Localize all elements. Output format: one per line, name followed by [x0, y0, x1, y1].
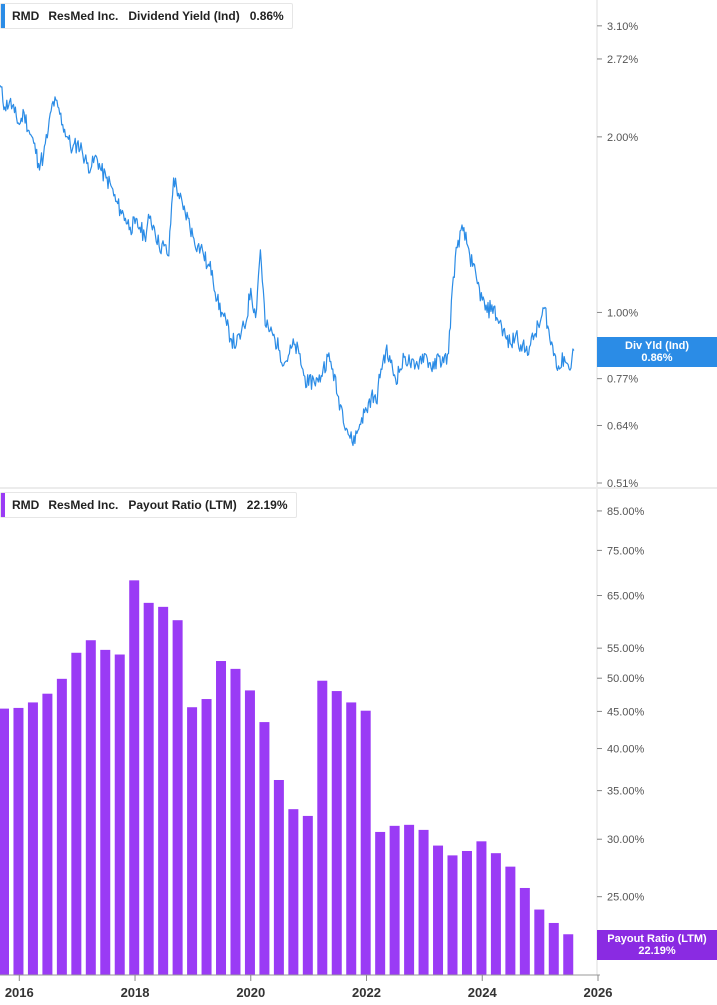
yield-legend-company: ResMed Inc.	[48, 9, 119, 23]
yield-legend-metric: Dividend Yield (Ind)	[128, 9, 240, 23]
payout-bar-2022-12	[418, 829, 429, 975]
payout-bar-2015-09	[0, 708, 9, 975]
payout-bar-2021-09	[346, 702, 357, 975]
bottom-panel: 85.00% 75.00% 65.00% 55.00% 50.00% 45.00% 40.0…	[0, 489, 645, 975]
payout-y-tick-label-3: 55.00%	[607, 643, 645, 655]
payout-badge-label: Payout Ratio (LTM)	[607, 933, 707, 945]
payout-bar-2024-12	[534, 909, 545, 975]
payout-bar-2024-06	[505, 866, 516, 975]
payout-bar-2023-09	[461, 850, 472, 975]
payout-y-tick-label-9: 25.00%	[607, 892, 645, 904]
yield-badge-label: Div Yld (Ind)	[625, 340, 689, 352]
payout-bar-2017-06	[100, 649, 111, 975]
payout-bar-2018-09	[172, 620, 183, 975]
yield-legend: RMD ResMed Inc. Dividend Yield (Ind) 0.8…	[0, 3, 293, 29]
payout-bar-2018-06	[158, 606, 169, 975]
payout-bar-2023-06	[447, 855, 458, 975]
payout-bar-2019-06	[216, 661, 227, 975]
payout-bar-2021-12	[360, 710, 371, 975]
payout-bar-2020-12	[302, 815, 313, 975]
yield-legend-value: 0.86%	[249, 9, 284, 23]
x-tick-label-2016: 2016	[5, 985, 34, 1000]
payout-bar-2023-03	[433, 845, 444, 975]
payout-bar-2022-06	[389, 825, 400, 975]
payout-bar-2022-03	[375, 831, 386, 975]
payout-bar-2023-12	[476, 841, 487, 975]
payout-y-tick-label-8: 30.00%	[607, 834, 645, 846]
yield-y-tick-label-1: 2.72%	[607, 54, 638, 66]
yield-legend-swatch	[1, 4, 5, 28]
yield-legend-ticker: RMD	[12, 9, 40, 23]
payout-bar-2019-12	[244, 690, 255, 975]
x-tick-label-2022: 2022	[352, 985, 381, 1000]
payout-legend: RMD ResMed Inc. Payout Ratio (LTM) 22.19…	[0, 492, 297, 518]
payout-y-tick-label-7: 35.00%	[607, 786, 645, 798]
payout-bar-2021-03	[317, 680, 328, 975]
payout-bar-2016-12	[71, 652, 82, 975]
x-tick-label-2018: 2018	[121, 985, 150, 1000]
yield-value-badge: Div Yld (Ind) 0.86%	[597, 337, 717, 367]
payout-y-tick-label-6: 40.00%	[607, 744, 645, 756]
payout-bar-2016-03	[27, 702, 38, 975]
payout-y-tick-label-1: 75.00%	[607, 545, 645, 557]
payout-bar-2022-09	[404, 824, 415, 975]
yield-y-tick-label-4: 0.77%	[607, 374, 638, 386]
x-tick-label-2024: 2024	[468, 985, 498, 1000]
payout-bar-2019-03	[201, 699, 212, 975]
payout-bar-2024-09	[519, 887, 530, 975]
yield-y-tick-label-2: 2.00%	[607, 132, 638, 144]
payout-bar-2024-03	[490, 853, 501, 975]
bottom-y-axis-ticks: 85.00% 75.00% 65.00% 55.00% 50.00% 45.00% 40.0…	[597, 506, 645, 904]
payout-y-tick-label-5: 45.00%	[607, 706, 645, 718]
payout-bar-2018-12	[187, 707, 198, 975]
payout-bar-2016-06	[42, 693, 53, 975]
payout-bar-2017-12	[129, 580, 140, 975]
payout-bar-2018-03	[143, 602, 154, 975]
payout-badge-value: 22.19%	[638, 945, 676, 957]
payout-legend-value: 22.19%	[246, 498, 288, 512]
payout-value-badge: Payout Ratio (LTM) 22.19%	[597, 930, 717, 960]
yield-badge-value: 0.86%	[641, 352, 673, 364]
payout-bar-2019-09	[230, 668, 241, 975]
yield-y-tick-label-0: 3.10%	[607, 21, 638, 33]
dividend-yield-line	[0, 85, 575, 447]
payout-bar-2020-09	[288, 809, 299, 975]
payout-bar-2017-03	[85, 640, 96, 975]
payout-y-tick-label-4: 50.00%	[607, 673, 645, 685]
x-tick-label-2026: 2026	[584, 985, 613, 1000]
payout-legend-swatch	[1, 493, 5, 517]
payout-bar-2020-03	[259, 722, 270, 975]
payout-ratio-bars	[0, 580, 574, 975]
x-axis: 2016 2018 2020 2022 2024 2026	[0, 974, 613, 1000]
payout-legend-ticker: RMD	[12, 498, 40, 512]
payout-y-tick-label-0: 85.00%	[607, 506, 645, 518]
payout-legend-metric: Payout Ratio (LTM)	[128, 498, 237, 512]
payout-bar-2021-06	[331, 691, 342, 975]
payout-bar-2025-03	[548, 922, 559, 975]
payout-bar-2020-06	[273, 779, 284, 975]
payout-bar-2015-12	[13, 707, 24, 975]
payout-bar-2025-06	[563, 934, 574, 975]
payout-legend-company: ResMed Inc.	[48, 498, 119, 512]
payout-bar-2016-09	[56, 678, 67, 975]
top-y-axis-ticks: 3.10% 2.72% 2.00% 1.00% 0.77% 0.64% 0.51%	[597, 21, 638, 490]
x-tick-label-2020: 2020	[236, 985, 265, 1000]
yield-y-tick-label-6: 0.51%	[607, 478, 638, 490]
yield-y-tick-label-5: 0.64%	[607, 420, 638, 432]
payout-bar-2017-09	[114, 654, 125, 975]
top-panel: 3.10% 2.72% 2.00% 1.00% 0.77% 0.64% 0.51%	[0, 0, 638, 490]
yield-y-tick-label-3: 1.00%	[607, 307, 638, 319]
payout-y-tick-label-2: 65.00%	[607, 590, 645, 602]
